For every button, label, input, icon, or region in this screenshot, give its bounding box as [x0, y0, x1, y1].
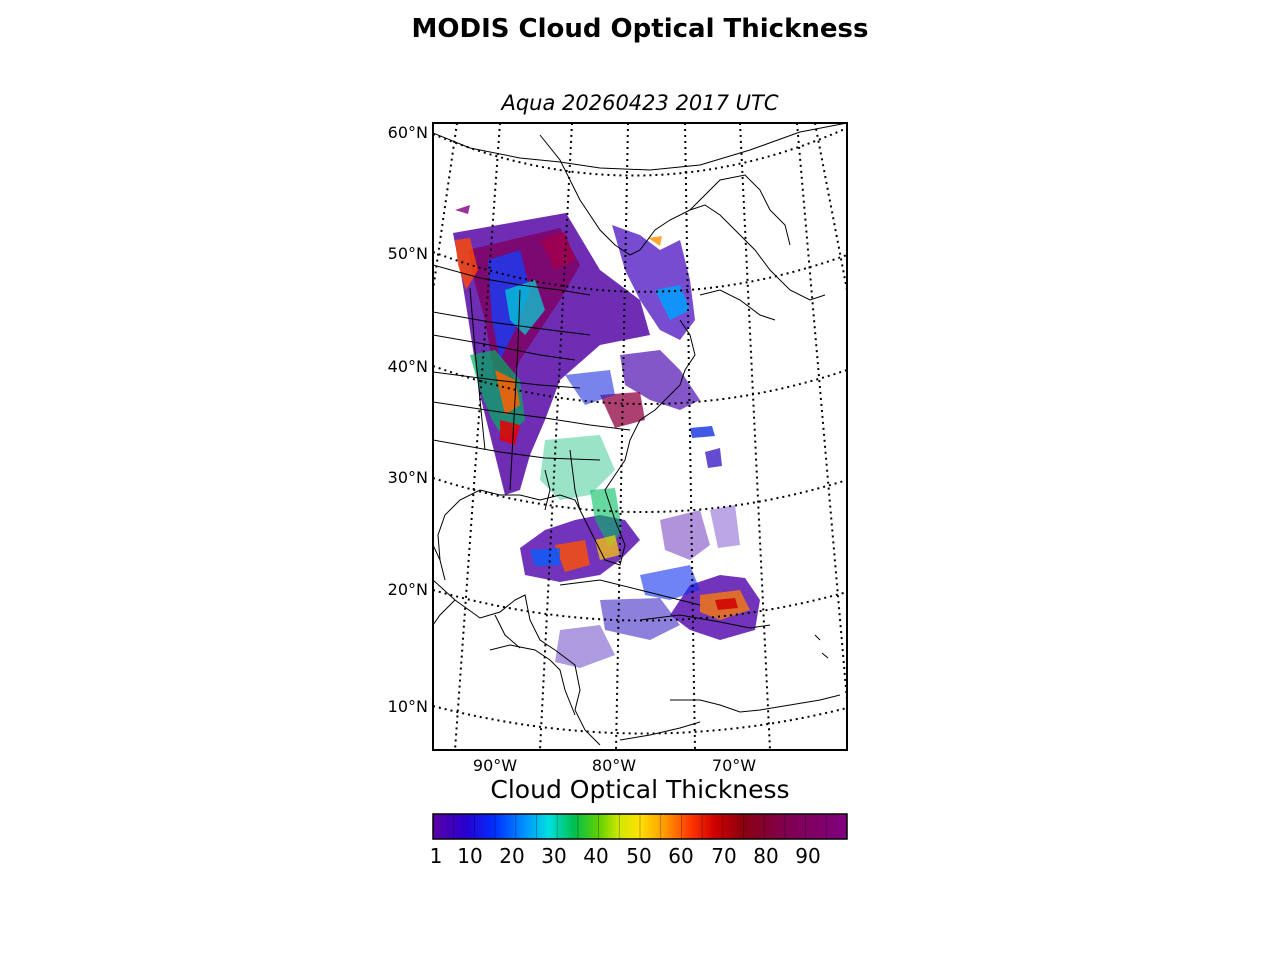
- lat-label-30: 30°N: [387, 468, 428, 487]
- colorbar-tick-20: 20: [499, 844, 525, 868]
- colorbar-tick-1: 1: [429, 844, 443, 868]
- colorbar-tick-50: 50: [626, 844, 652, 868]
- colorbar-tick-30: 30: [541, 844, 567, 868]
- lat-label-40: 40°N: [387, 357, 428, 376]
- figure-subtitle: Aqua 20260423 2017 UTC: [501, 91, 779, 115]
- map-frame: [432, 122, 848, 751]
- coastlines: [433, 123, 847, 746]
- graticule: [433, 123, 847, 750]
- lon-label-80w: 80°W: [591, 756, 637, 775]
- colorbar-tick-90: 90: [795, 844, 821, 868]
- lat-label-20: 20°N: [387, 580, 428, 599]
- figure-title: MODIS Cloud Optical Thickness: [411, 14, 869, 44]
- colorbar-dividers: [453, 814, 827, 839]
- lat-label-60: 60°N: [387, 123, 428, 142]
- lat-label-10: 10°N: [387, 697, 428, 716]
- colorbar-tick-10: 10: [457, 844, 483, 868]
- map-area: [433, 123, 847, 750]
- colorbar-tick-70: 70: [711, 844, 737, 868]
- colorbar-tick-80: 80: [753, 844, 779, 868]
- colorbar-tick-40: 40: [583, 844, 609, 868]
- lat-label-50: 50°N: [387, 244, 428, 263]
- lon-label-90w: 90°W: [472, 756, 518, 775]
- colorbar: [432, 813, 848, 840]
- lon-label-70w: 70°W: [711, 756, 757, 775]
- colorbar-title: Cloud Optical Thickness: [490, 775, 790, 804]
- colorbar-tick-60: 60: [668, 844, 694, 868]
